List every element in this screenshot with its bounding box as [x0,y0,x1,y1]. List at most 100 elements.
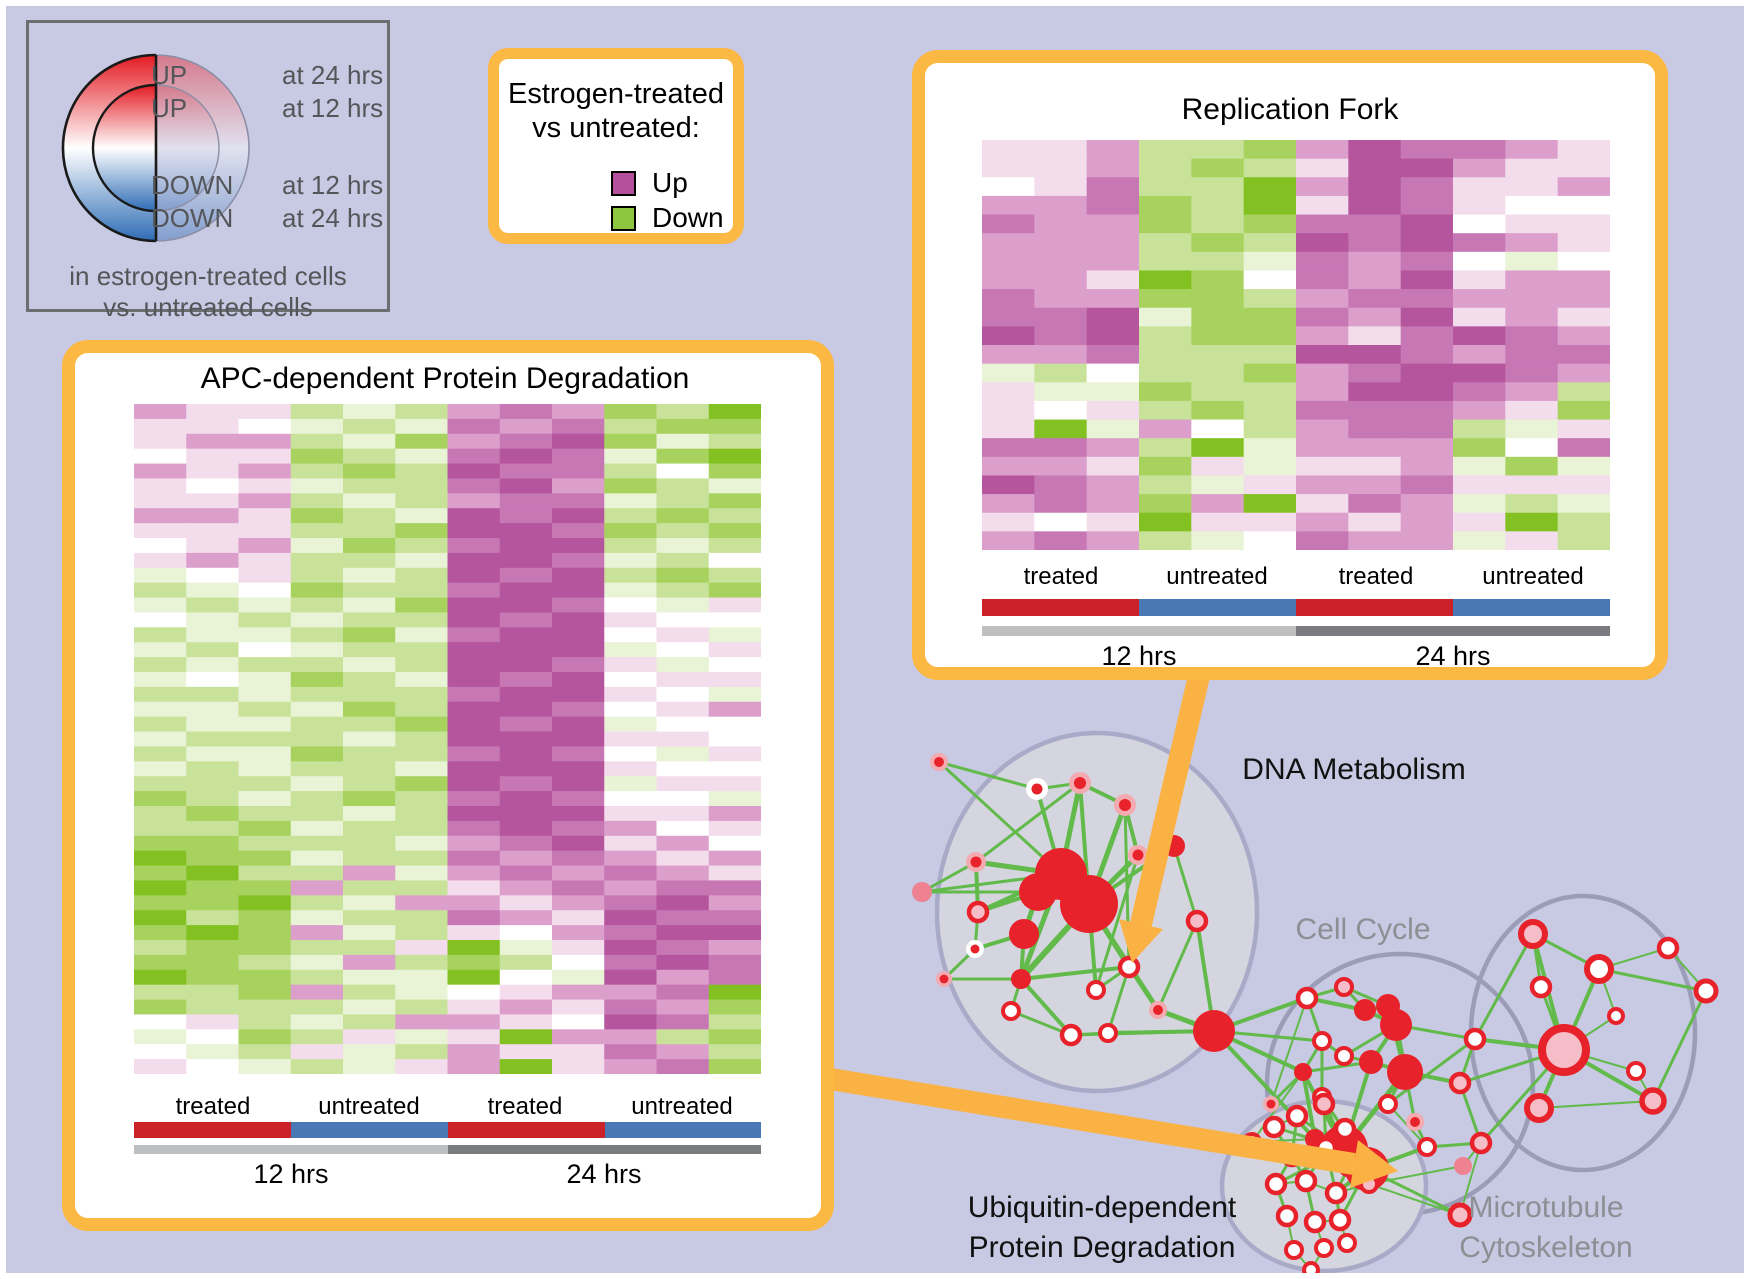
heatmap-cell [499,1029,553,1045]
heatmap-cell [656,552,710,569]
heatmap-cell [708,478,761,494]
heatmap-cell [708,1044,761,1060]
heatmap-cell [238,418,292,435]
heatmap-cell [134,954,187,971]
heatmap-cell [343,820,396,837]
ubiquitin-label-line1: Ubiquitin-dependent [967,1191,1237,1224]
heatmap-cell [499,999,553,1016]
heatmap-cell [186,463,240,480]
replication-fork-title: Replication Fork [1181,93,1399,126]
heatmap-cell [982,345,1035,365]
heatmap-cell [1086,177,1140,197]
heatmap-cell [343,404,396,420]
network-edge [1270,997,1308,1105]
heatmap-cell [552,716,605,733]
heatmap-cell [656,716,710,733]
heatmap-cell [1453,475,1506,495]
heatmap-cell [1400,419,1454,439]
heatmap-cell [1034,289,1088,309]
heatmap-cell [1505,494,1559,514]
heatmap-cell [238,404,292,420]
heatmap-cell [395,731,449,748]
heatmap-cell [447,895,501,911]
heatmap-cell [134,642,187,658]
heatmap-cell [238,746,292,762]
heatmap-cell [982,475,1035,495]
heatmap-cell [1400,140,1454,160]
heatmap-cell [395,567,449,584]
heatmap-cell [1034,363,1088,383]
heatmap-cell [552,895,605,911]
heatmap-cell [447,910,501,926]
heatmap-cell [1505,289,1559,309]
heatmap-cell [343,418,396,435]
heatmap-cell [1348,475,1402,495]
heatmap-cell [708,672,761,688]
heatmap-cell [290,1029,344,1045]
heatmap-cell [238,523,292,539]
network-edge [1368,1183,1461,1216]
heatmap-cell [447,865,501,882]
heatmap-cell [1453,382,1506,402]
heatmap-cell [1139,233,1192,253]
heatmap-cell [604,627,658,643]
network-node [970,856,982,868]
network-node [934,757,944,767]
network-edge [1387,1037,1476,1106]
heatmap-cell [447,850,501,867]
heatmap-cell [1243,289,1297,309]
heatmap-cell [186,850,240,867]
network-node [1378,1094,1398,1114]
heatmap-cell [604,567,658,584]
rf-condition-bar [982,599,1610,616]
heatmap-cell [290,984,344,1001]
heatmap-cell [134,1029,187,1045]
rf-treated-bar-1 [982,599,1139,616]
network-edge [937,760,1063,876]
network-node [1607,1007,1625,1025]
heatmap-cell [1557,531,1610,550]
heatmap-cell [1191,270,1245,290]
heatmap-cell [343,969,396,986]
network-node [1073,776,1087,790]
heatmap-cell [604,984,658,1001]
heatmap-cell [134,463,187,480]
heatmap-cell [1348,400,1402,421]
heatmap-cell [186,954,240,971]
heatmap-cell [552,582,605,599]
heatmap-cell [499,597,553,614]
network-node [1118,798,1132,812]
heatmap-cell [395,582,449,599]
heatmap-cell [238,895,292,911]
heatmap-cell [1505,475,1559,495]
heatmap-cell [343,642,396,658]
heatmap-cell [447,776,501,792]
heatmap-cell [1348,177,1402,197]
heatmap-cell [1086,140,1140,160]
heatmap-cell [447,508,501,524]
heatmap-cell [499,701,553,718]
heatmap-cell [1086,195,1140,216]
heatmap-cell [290,895,344,911]
heatmap-cell [238,969,292,986]
heatmap-cell [656,508,710,524]
network-node [1312,1031,1332,1051]
heatmap-cell [708,731,761,748]
heatmap-cell [290,1014,344,1030]
heatmap-cell [238,433,292,450]
heatmap-cell [604,895,658,911]
heatmap-cell [552,835,605,852]
heatmap-cell [552,925,605,941]
heatmap-cell [1453,177,1506,197]
apc-group-label-4: untreated [631,1093,733,1120]
heatmap-cell [134,910,187,926]
heatmap-cell [656,880,710,896]
heatmap-cell [1139,475,1192,495]
network-node [1693,978,1719,1004]
heatmap-cell [290,999,344,1016]
apc-12hrs-label: 12 hrs [253,1159,329,1189]
heatmap-cell [1296,140,1349,160]
heatmap-cell [1243,307,1297,327]
heatmap-cell [134,865,187,882]
heatmap-cell [186,1029,240,1045]
